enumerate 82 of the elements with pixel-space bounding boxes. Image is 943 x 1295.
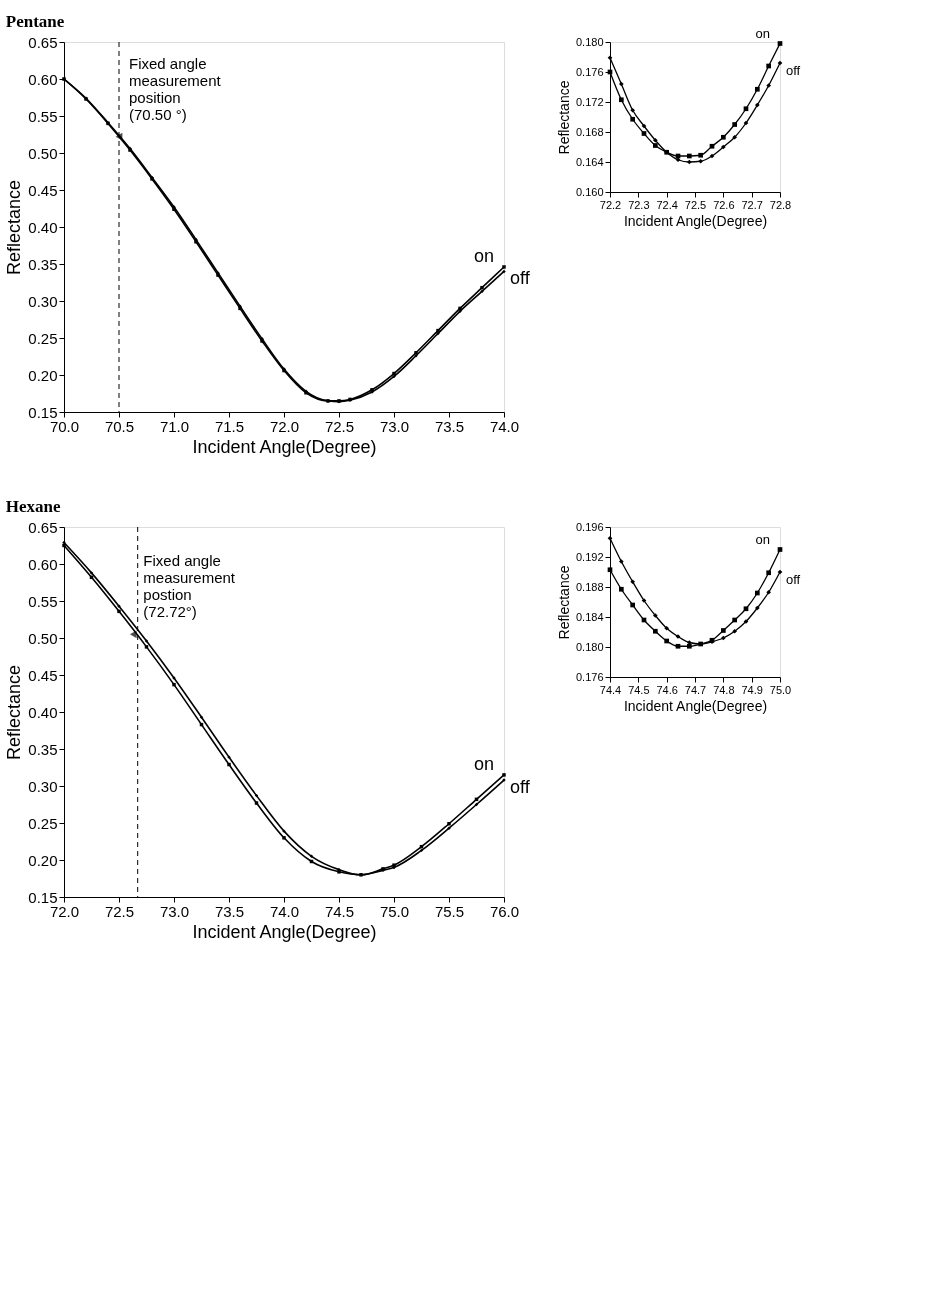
y-tick-label: 0.40 [28, 218, 58, 236]
y-tick-label: 0.176 [575, 670, 604, 683]
y-tick-label: 0.172 [575, 95, 604, 108]
x-tick-label: 73.0 [379, 417, 410, 435]
x-tick-label: 74.0 [269, 902, 300, 920]
series-label: on [755, 25, 770, 41]
y-tick-label: 0.45 [28, 666, 58, 684]
y-tick-label: 0.35 [28, 255, 58, 273]
series-label: on [473, 245, 494, 266]
x-axis-title: Incident Angle(Degree) [192, 921, 377, 942]
y-tick-label: 0.55 [28, 107, 58, 125]
y-tick-label: 0.20 [28, 851, 58, 869]
y-tick-label: 0.55 [28, 592, 58, 610]
x-tick-label: 72.5 [684, 198, 707, 211]
x-tick-label: 72.5 [104, 902, 135, 920]
x-tick-label: 75.0 [379, 902, 410, 920]
y-axis-title: Reflectance [4, 179, 25, 276]
y-tick-label: 0.184 [575, 610, 604, 623]
x-tick-label: 72.5 [324, 417, 355, 435]
x-tick-label: 74.8 [713, 683, 735, 696]
x-tick-label: 74.7 [684, 683, 707, 696]
chart-title: Pentane [5, 12, 65, 31]
y-tick-label: 0.176 [575, 65, 604, 78]
x-tick-label: 76.0 [489, 902, 520, 920]
x-tick-label: 72.3 [628, 198, 650, 211]
series-label: on [473, 753, 494, 774]
y-tick-label: 0.60 [28, 555, 58, 573]
x-tick-label: 75.5 [434, 902, 465, 920]
x-tick-label: 72.0 [269, 417, 300, 435]
x-tick-label: 74.6 [656, 683, 678, 696]
y-tick-label: 0.20 [28, 366, 58, 384]
y-tick-label: 0.188 [575, 580, 604, 593]
y-tick-label: 0.164 [575, 155, 604, 168]
y-axis-title: Reflectance [555, 565, 572, 640]
x-tick-label: 73.0 [159, 902, 190, 920]
y-tick-label: 0.168 [575, 125, 604, 138]
y-tick-label: 0.50 [28, 629, 58, 647]
x-tick-label: 72.7 [741, 198, 763, 211]
series-label: off [786, 63, 801, 78]
x-tick-label: 72.4 [656, 198, 678, 211]
x-tick-label: 71.0 [159, 417, 190, 435]
y-tick-label: 0.25 [28, 814, 58, 832]
x-axis-title: Incident Angle(Degree) [623, 212, 768, 229]
x-tick-label: 74.5 [628, 683, 650, 696]
x-tick-label: 72.8 [769, 198, 792, 211]
y-tick-label: 0.30 [28, 292, 58, 310]
y-tick-label: 0.65 [28, 518, 58, 536]
series-label: off [510, 777, 531, 798]
x-tick-label: 70.5 [104, 417, 135, 435]
chart-title: Hexane [5, 497, 62, 516]
series-label: on [755, 531, 770, 547]
annotation: Fixed angle measurement position (70.50 °) [129, 54, 222, 123]
x-tick-label: 74.9 [741, 683, 763, 696]
y-tick-label: 0.65 [28, 33, 58, 51]
y-tick-label: 0.25 [28, 329, 58, 347]
y-tick-label: 0.35 [28, 740, 58, 758]
y-tick-label: 0.40 [28, 703, 58, 721]
x-tick-label: 73.5 [434, 417, 465, 435]
x-tick-label: 74.5 [324, 902, 355, 920]
y-tick-label: 0.160 [575, 185, 604, 198]
x-axis-title: Incident Angle(Degree) [192, 436, 377, 457]
y-tick-label: 0.180 [575, 640, 604, 653]
x-tick-label: 75.0 [769, 683, 792, 696]
series-label: off [786, 572, 801, 587]
y-tick-label: 0.192 [575, 550, 604, 563]
y-tick-label: 0.180 [575, 35, 604, 48]
series-label: off [510, 268, 531, 289]
x-tick-label: 72.6 [713, 198, 735, 211]
x-tick-label: 74.0 [489, 417, 520, 435]
x-tick-label: 71.5 [214, 417, 245, 435]
x-tick-label: 74.4 [599, 683, 622, 696]
y-tick-label: 0.60 [28, 70, 58, 88]
y-tick-label: 0.30 [28, 777, 58, 795]
y-tick-label: 0.45 [28, 181, 58, 199]
x-tick-label: 73.5 [214, 902, 245, 920]
y-tick-label: 0.196 [575, 520, 604, 533]
x-axis-title: Incident Angle(Degree) [623, 697, 768, 714]
y-axis-title: Reflectance [4, 664, 25, 761]
y-tick-label: 0.50 [28, 144, 58, 162]
y-axis-title: Reflectance [555, 80, 572, 155]
x-tick-label: 72.2 [599, 198, 622, 211]
annotation: Fixed angle measurement postion (72.72°) [143, 552, 236, 621]
